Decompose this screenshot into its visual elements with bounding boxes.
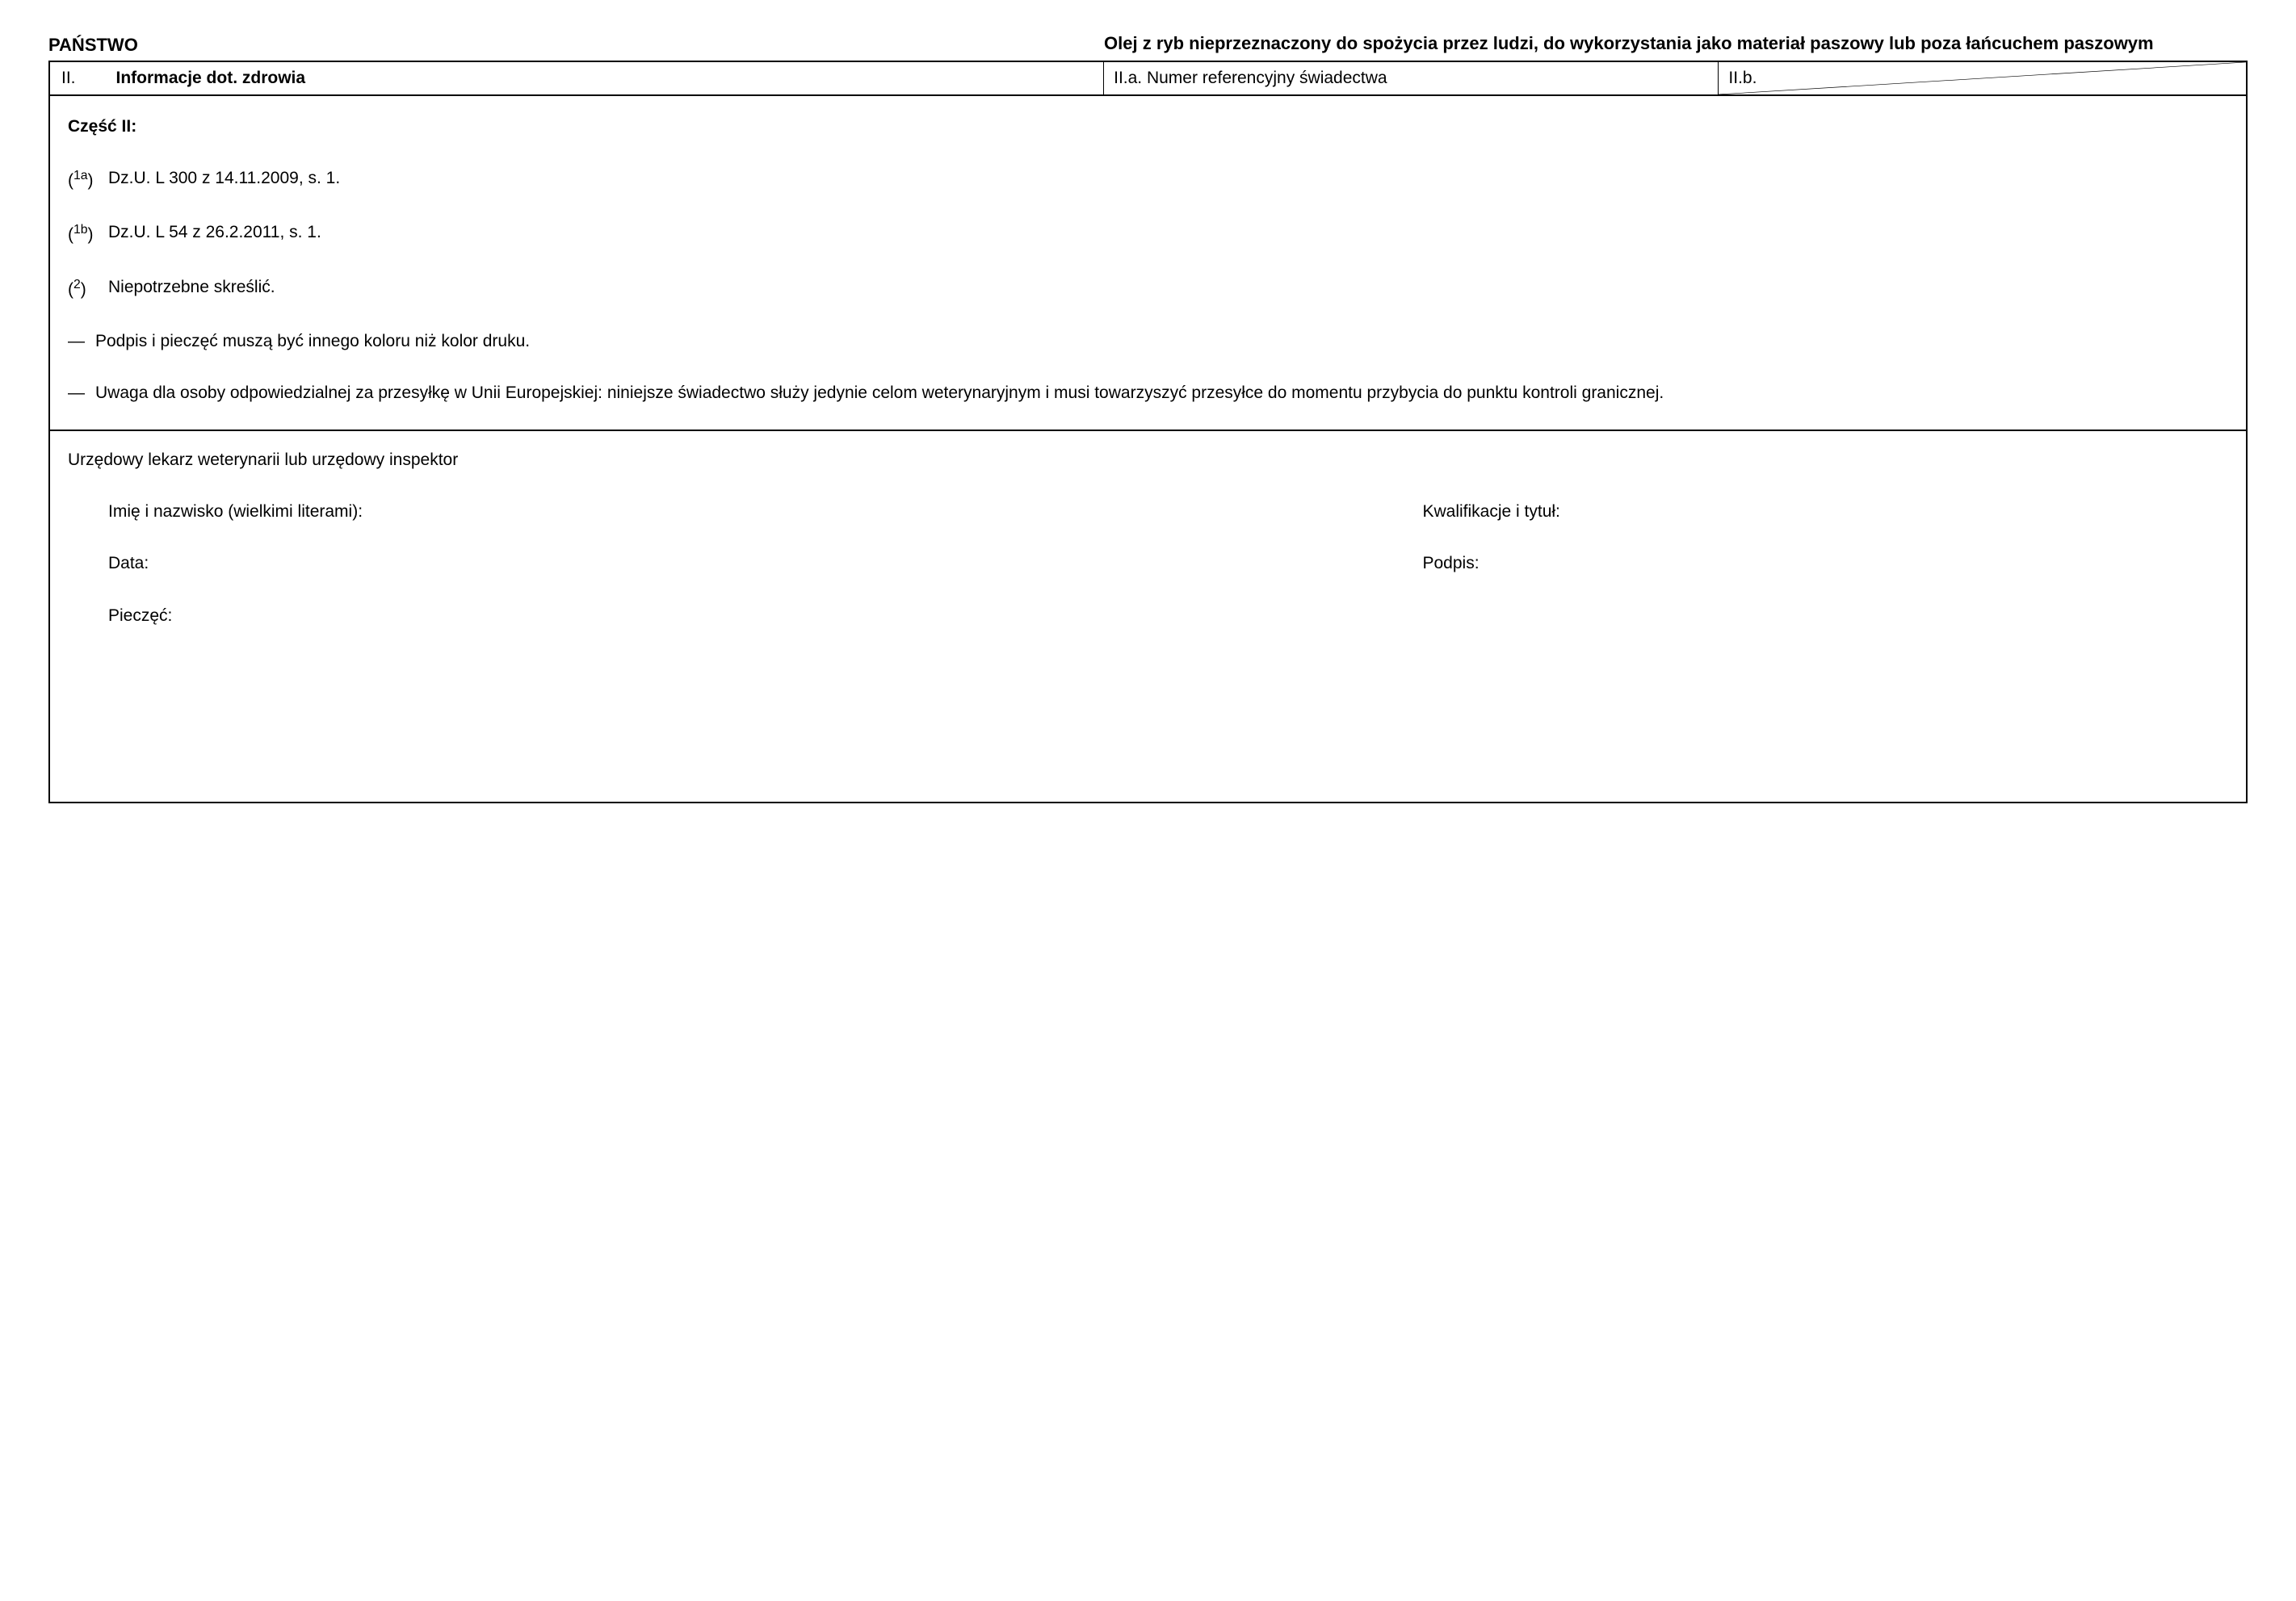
dash-2-text: Uwaga dla osoby odpowiedzialnej za przes… [95, 382, 2228, 404]
footnote-1b-text: Dz.U. L 54 z 26.2.2011, s. 1. [108, 221, 2228, 246]
paren-close: ) [81, 280, 86, 299]
date-label: Data: [108, 552, 1423, 575]
signature-grid: Imię i nazwisko (wielkimi literami): Kwa… [68, 501, 2228, 627]
footnote-1b: (1b) Dz.U. L 54 z 26.2.2011, s. 1. [68, 221, 2228, 246]
stamp-label: Pieczęć: [108, 605, 1423, 627]
footnote-1a: (1a) Dz.U. L 300 z 14.11.2009, s. 1. [68, 167, 2228, 192]
paren-close: ) [88, 225, 94, 244]
iib-label: II.b. [1728, 69, 1757, 87]
dash-note-2: — Uwaga dla osoby odpowiedzialnej za prz… [68, 382, 2228, 404]
diagonal-strike-icon [1719, 62, 2246, 94]
dash-1-text: Podpis i pieczęć muszą być innego koloru… [95, 330, 2228, 353]
footnote-2: (2) Niepotrzebne skreślić. [68, 276, 2228, 301]
signature-section: Urzędowy lekarz weterynarii lub urzędowy… [50, 431, 2246, 802]
sup-1b: 1b [73, 223, 88, 237]
paren-open: ( [68, 280, 73, 299]
part-ii-body: Część II: (1a) Dz.U. L 300 z 14.11.2009,… [50, 96, 2246, 431]
document-header: PAŃSTWO Olej z ryb nieprzeznaczony do sp… [48, 32, 2248, 59]
name-label: Imię i nazwisko (wielkimi literami): [108, 501, 1423, 523]
paren-open: ( [68, 171, 73, 190]
part-ii-title: Część II: [68, 115, 2228, 138]
footnote-2-text: Niepotrzebne skreślić. [108, 276, 2228, 301]
footnote-1b-marker: (1b) [68, 221, 108, 246]
qualification-label: Kwalifikacje i tytuł: [1423, 501, 2229, 523]
dash-1-marker: — [68, 330, 95, 353]
signature-row-2: Data: Podpis: [108, 552, 2228, 575]
signature-row-1: Imię i nazwisko (wielkimi literami): Kwa… [108, 501, 2228, 523]
sup-1a: 1a [73, 169, 88, 182]
dash-2-marker: — [68, 382, 95, 404]
empty-cell [1423, 605, 2229, 627]
cell-iia: II.a. Numer referencyjny świadectwa [1104, 62, 1719, 94]
ii-number: II. [61, 69, 76, 88]
signature-label: Podpis: [1423, 552, 2229, 575]
section-ii-header-row: II. Informacje dot. zdrowia II.a. Numer … [50, 62, 2246, 96]
header-country-label: PAŃSTWO [48, 35, 1104, 59]
signature-row-3: Pieczęć: [108, 605, 2228, 627]
signature-title: Urzędowy lekarz weterynarii lub urzędowy… [68, 449, 2228, 471]
cell-ii: II. Informacje dot. zdrowia [50, 62, 1104, 94]
ii-label: Informacje dot. zdrowia [116, 69, 306, 88]
sup-2: 2 [73, 278, 81, 291]
dash-note-1: — Podpis i pieczęć muszą być innego kolo… [68, 330, 2228, 353]
footnote-1a-text: Dz.U. L 300 z 14.11.2009, s. 1. [108, 167, 2228, 192]
main-certificate-box: II. Informacje dot. zdrowia II.a. Numer … [48, 61, 2248, 803]
header-title: Olej z ryb nieprzeznaczony do spożycia p… [1104, 32, 2248, 59]
footnote-2-marker: (2) [68, 276, 108, 301]
footnote-1a-marker: (1a) [68, 167, 108, 192]
paren-open: ( [68, 225, 73, 244]
cell-iib: II.b. [1719, 62, 2246, 94]
paren-close: ) [88, 171, 94, 190]
